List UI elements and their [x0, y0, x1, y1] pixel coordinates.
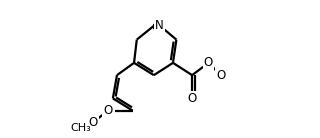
Text: O: O	[216, 69, 225, 82]
Text: O: O	[103, 104, 113, 117]
Text: O: O	[88, 116, 98, 129]
Text: N: N	[155, 19, 164, 32]
Text: CH₃: CH₃	[70, 123, 91, 133]
Text: O: O	[204, 56, 213, 69]
Text: O: O	[188, 92, 197, 105]
